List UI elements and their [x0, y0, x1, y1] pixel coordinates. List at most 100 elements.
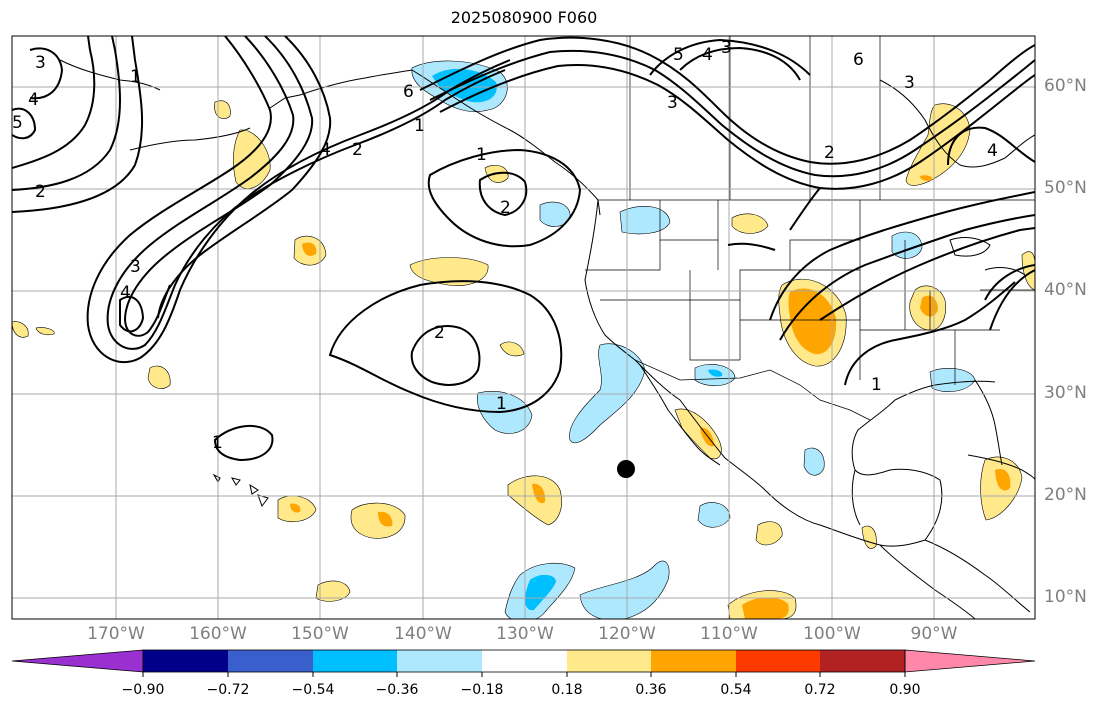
contour-label: 2	[500, 198, 511, 218]
colorbar-tick-label: 0.18	[551, 682, 583, 698]
positive-anomaly-area	[378, 511, 393, 527]
negative-anomaly-area	[579, 560, 670, 619]
positive-anomaly-area	[700, 427, 714, 447]
location-marker	[617, 460, 635, 478]
contour-label: 3	[667, 93, 678, 113]
colorbar-tick-label: 0.36	[635, 682, 667, 698]
colorbar-tick-label: −0.36	[375, 682, 419, 698]
contour-label: 5	[12, 113, 23, 133]
positive-anomaly-area	[1021, 251, 1035, 291]
positive-anomaly-area	[995, 468, 1011, 491]
colorbar-segment	[313, 650, 397, 672]
latitude-label: 20°N	[1044, 485, 1087, 505]
colorbar-tick-label: −0.72	[206, 682, 250, 698]
map-title: 2025080900 F060	[450, 8, 598, 27]
contour-label: 3	[130, 257, 141, 277]
longitude-label: 110°W	[700, 624, 758, 644]
contour-label: 4	[987, 141, 998, 161]
negative-anomaly-area	[569, 343, 646, 444]
latitude-label: 40°N	[1044, 280, 1087, 300]
colorbar-segment	[651, 650, 736, 672]
colorbar-segment	[567, 650, 651, 672]
contour-label: 4	[702, 45, 713, 65]
latitude-label: 30°N	[1044, 383, 1087, 403]
positive-anomaly-area	[674, 408, 722, 460]
contour-label: 1	[476, 145, 487, 165]
colorbar-segment	[736, 650, 820, 672]
latitude-label: 60°N	[1044, 76, 1087, 96]
map-frame	[11, 35, 1036, 620]
colorbar-tick-label: −0.18	[460, 682, 504, 698]
negative-anomaly-area	[619, 206, 671, 235]
positive-anomaly-area	[499, 341, 525, 357]
colorbar-tick-label: 0.54	[720, 682, 752, 698]
positive-anomaly-area	[788, 288, 837, 355]
positive-anomaly-area	[147, 365, 171, 389]
negative-anomaly-area	[525, 574, 556, 611]
contour-label: 4	[320, 140, 331, 160]
positive-anomaly-area	[12, 321, 29, 338]
shaded-anomaly-layer	[12, 60, 1035, 619]
longitude-label: 120°W	[598, 624, 656, 644]
contour-label: 6	[403, 82, 414, 102]
positive-anomaly-area	[409, 257, 489, 286]
map-background	[12, 36, 1035, 619]
longitude-label: 160°W	[189, 624, 247, 644]
colorbar-underflow	[11, 649, 144, 673]
contour-label: 5	[673, 45, 684, 65]
colorbar	[11, 649, 1036, 677]
contour-label: 1	[496, 394, 507, 414]
colorbar-tick-label: 0.72	[804, 682, 836, 698]
contour-label: 3	[904, 73, 915, 93]
longitude-label: 170°W	[87, 624, 145, 644]
contour-lines-layer	[12, 36, 1035, 462]
contour-label: 3	[721, 38, 732, 58]
positive-anomaly-area	[507, 475, 562, 526]
contour-label: 6	[853, 50, 864, 70]
positive-anomaly-area	[920, 175, 933, 181]
contour-label: 1	[871, 375, 882, 395]
colorbar-tick-label: 0.90	[889, 682, 921, 698]
contour-label: 4	[120, 283, 131, 303]
colorbar-segment	[820, 650, 905, 672]
positive-anomaly-area	[742, 597, 789, 619]
contour-label: 2	[35, 182, 46, 202]
colorbar-tick-label: −0.90	[121, 682, 165, 698]
positive-anomaly-area	[302, 242, 317, 256]
longitude-label: 100°W	[803, 624, 861, 644]
contour-label: 2	[824, 143, 835, 163]
longitude-label: 150°W	[291, 624, 349, 644]
colorbar-segment	[397, 650, 482, 672]
contour-label: 2	[434, 323, 445, 343]
positive-anomaly-area	[350, 502, 406, 539]
contour-label: 1	[130, 67, 141, 87]
contour-labels: 3 4 5 1 2 6 4 2 1 2 1 2 1 3 4 1 5 4 3 3 …	[12, 38, 998, 453]
latitude-label: 10°N	[1044, 587, 1087, 607]
colorbar-segment	[143, 650, 228, 672]
coastlines-layer	[59, 59, 1035, 619]
contour-label: 1	[414, 116, 425, 136]
longitude-label: 130°W	[496, 624, 554, 644]
colorbar-segment	[482, 650, 567, 672]
colorbar-tick-label: −0.54	[291, 682, 335, 698]
positive-anomaly-area	[290, 503, 301, 513]
contour-label: 2	[352, 140, 363, 160]
negative-anomaly-area	[697, 502, 731, 528]
contour-label: 3	[35, 53, 46, 73]
positive-anomaly-area	[731, 213, 769, 234]
positive-anomaly-area	[315, 580, 351, 602]
contour-label: 4	[28, 90, 39, 110]
latitude-label: 50°N	[1044, 178, 1087, 198]
positive-anomaly-area	[35, 327, 55, 336]
colorbar-overflow	[904, 649, 1036, 673]
negative-anomaly-area	[803, 447, 825, 476]
longitude-label: 140°W	[394, 624, 452, 644]
positive-anomaly-area	[755, 521, 783, 546]
political-boundaries-layer	[585, 36, 1035, 421]
longitude-label: 90°W	[910, 624, 958, 644]
positive-anomaly-area	[532, 483, 546, 504]
contour-label: 1	[212, 433, 223, 453]
colorbar-segment	[228, 650, 313, 672]
negative-anomaly-area	[708, 369, 723, 377]
